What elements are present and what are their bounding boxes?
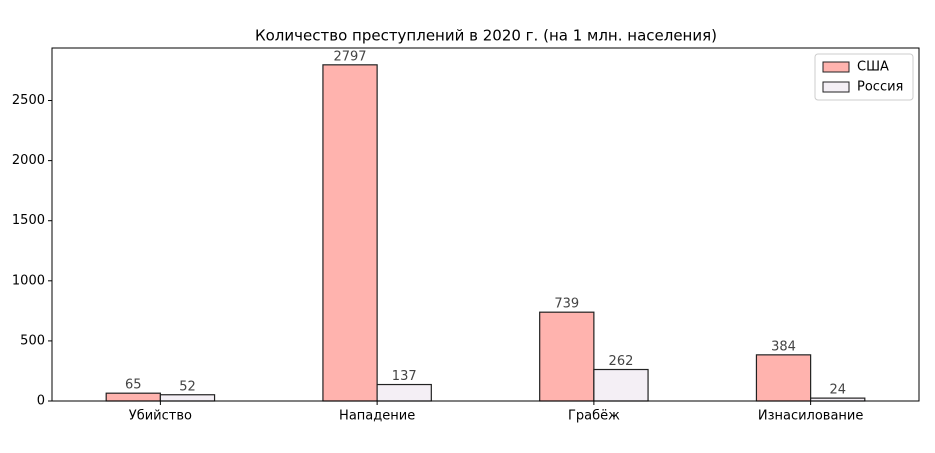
value-label: 137 (392, 369, 417, 384)
value-label: 384 (771, 339, 796, 354)
bar (322, 64, 378, 402)
legend-label: Россия (857, 80, 903, 95)
chart-title: Количество преступлений в 2020 г. (на 1 … (255, 27, 717, 45)
legend-label: США (857, 60, 889, 75)
y-tick-label: 2000 (12, 153, 45, 168)
bar (159, 394, 216, 402)
bar (376, 383, 432, 402)
value-label: 262 (609, 354, 634, 369)
bar (593, 368, 649, 402)
x-tick-label: Убийство (129, 409, 192, 424)
legend-swatch (822, 81, 850, 93)
y-tick-label: 1000 (12, 273, 45, 288)
y-tick-label: 1500 (12, 213, 45, 228)
bar (105, 392, 161, 402)
value-label: 24 (829, 383, 846, 398)
value-label: 65 (125, 378, 142, 393)
value-label: 52 (179, 379, 196, 394)
y-tick-label: 2500 (12, 93, 45, 108)
y-tick-label: 0 (37, 394, 45, 409)
x-tick-label: Грабёж (568, 409, 620, 424)
y-tick-label: 500 (20, 333, 45, 348)
x-tick-label: Изнасилование (758, 409, 864, 424)
plot-frame (51, 47, 920, 402)
legend-swatch (822, 61, 850, 73)
x-tick-label: Нападение (339, 409, 415, 424)
value-label: 2797 (333, 49, 366, 64)
bar (539, 311, 595, 402)
value-label: 739 (554, 297, 579, 312)
bar (755, 354, 812, 402)
